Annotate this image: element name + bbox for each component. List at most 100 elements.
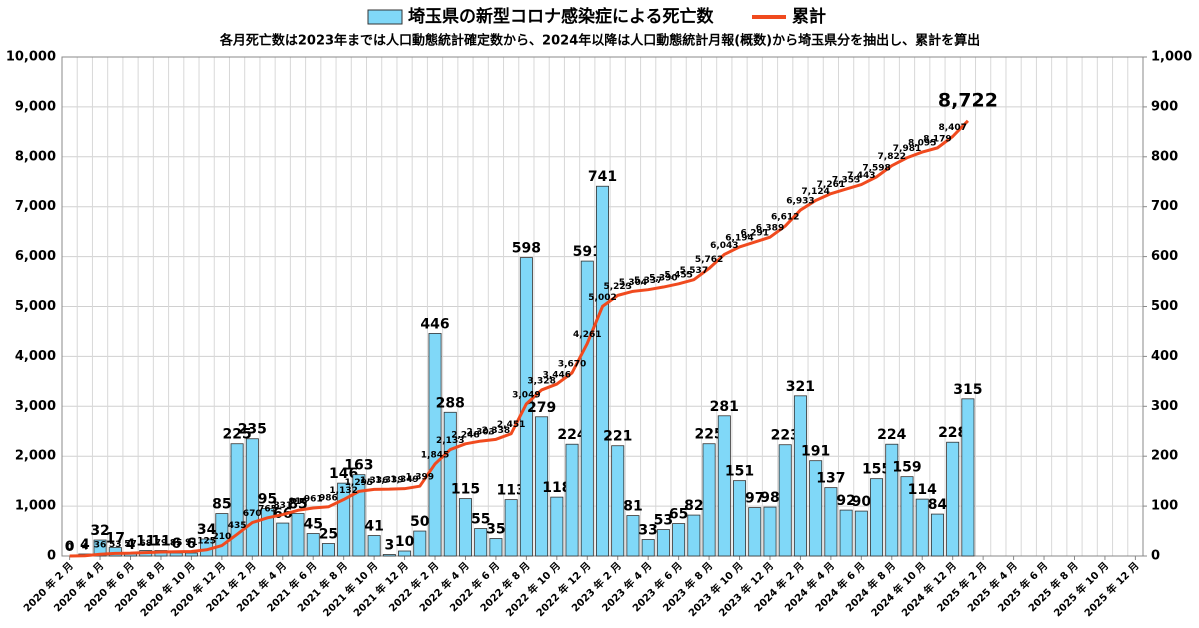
y-tick-label: 7,000 bbox=[15, 199, 56, 214]
y2-tick-label: 100 bbox=[1151, 499, 1178, 514]
bar bbox=[169, 552, 183, 557]
line-label: 2,338 bbox=[482, 426, 510, 436]
bar bbox=[687, 514, 701, 557]
y2-tick-label: 700 bbox=[1151, 199, 1178, 214]
bar bbox=[717, 415, 731, 557]
bar-label: 228 bbox=[938, 425, 967, 441]
bar-label: 97 bbox=[745, 491, 764, 507]
line-label: 8,407 bbox=[938, 123, 966, 133]
bar-label: 225 bbox=[694, 427, 723, 443]
y-tick-label: 3,000 bbox=[15, 399, 56, 414]
line-label: 1,132 bbox=[329, 486, 357, 496]
bar bbox=[428, 333, 442, 557]
line-label: 7,981 bbox=[893, 144, 921, 154]
y2-tick-label: 400 bbox=[1151, 349, 1178, 364]
y2-tick-label: 800 bbox=[1151, 149, 1178, 164]
bar bbox=[702, 443, 716, 557]
line-label: 5,304 bbox=[619, 278, 647, 288]
line-label: 986 bbox=[319, 493, 338, 503]
bar bbox=[565, 443, 579, 557]
line-label: 36 bbox=[94, 541, 107, 551]
bar bbox=[870, 478, 884, 557]
y2-tick-label: 0 bbox=[1151, 549, 1160, 564]
bar bbox=[611, 445, 625, 557]
line-label: 3,446 bbox=[543, 371, 571, 381]
bar-label: 53 bbox=[654, 513, 673, 529]
line-label: 6,389 bbox=[756, 224, 784, 234]
line-label: 1,339 bbox=[375, 476, 403, 486]
bar bbox=[550, 496, 564, 557]
bar-label: 11 bbox=[151, 534, 170, 550]
bar bbox=[596, 185, 609, 557]
bar-label: 191 bbox=[801, 444, 830, 460]
line-label: 53 bbox=[109, 540, 122, 550]
bar-label: 118 bbox=[542, 480, 571, 496]
bar bbox=[108, 547, 122, 557]
line-label: 3,670 bbox=[558, 359, 586, 369]
line-label: 5,223 bbox=[603, 282, 631, 292]
line-label: 7,261 bbox=[817, 180, 845, 190]
bar bbox=[184, 552, 198, 557]
bar-label: 50 bbox=[410, 514, 430, 530]
line-label: 210 bbox=[212, 532, 231, 542]
line-label: 6,043 bbox=[710, 241, 738, 251]
y-tick-label: 6,000 bbox=[15, 249, 56, 264]
y-tick-label: 4,000 bbox=[15, 349, 56, 364]
bar bbox=[458, 498, 472, 557]
y-tick-label: 9,000 bbox=[15, 99, 56, 114]
line-label: 435 bbox=[228, 521, 247, 531]
bar bbox=[961, 398, 975, 557]
bar-label: 92 bbox=[836, 493, 855, 509]
line-label: 2,133 bbox=[436, 436, 464, 446]
bar-label: 146 bbox=[329, 466, 358, 482]
bar bbox=[474, 528, 488, 557]
bar bbox=[93, 539, 107, 557]
bar bbox=[245, 438, 259, 557]
bar-label: 6 bbox=[171, 536, 181, 552]
line-label: 1,349 bbox=[390, 475, 418, 485]
bar-label: 279 bbox=[527, 400, 556, 416]
y-tick-label: 0 bbox=[47, 549, 56, 564]
bar-label: 35 bbox=[486, 522, 505, 538]
line-label: 8,095 bbox=[908, 139, 936, 149]
line-label: 1,845 bbox=[421, 450, 449, 460]
bar bbox=[535, 416, 549, 557]
cumulative-line bbox=[69, 119, 969, 558]
y2-tick-label: 300 bbox=[1151, 399, 1178, 414]
y2-tick-label: 1,000 bbox=[1151, 50, 1192, 65]
bar-label: 591 bbox=[573, 244, 602, 260]
line-label: 3,328 bbox=[527, 376, 555, 386]
bar-label: 113 bbox=[497, 483, 526, 499]
line-label: 2,248 bbox=[451, 430, 479, 440]
bar-label: 446 bbox=[420, 316, 449, 332]
line-label: 5,337 bbox=[634, 276, 662, 286]
bar bbox=[793, 395, 807, 557]
bar bbox=[839, 509, 853, 557]
y2-tick-label: 500 bbox=[1151, 299, 1178, 314]
line-label: 5,455 bbox=[664, 270, 692, 280]
line-label: 0 bbox=[66, 543, 72, 553]
bar bbox=[321, 543, 335, 557]
bar-label: 315 bbox=[953, 382, 982, 398]
bar bbox=[398, 550, 412, 557]
bar-label: 281 bbox=[710, 399, 739, 415]
bar-label: 321 bbox=[786, 379, 815, 395]
bar-label: 32 bbox=[90, 523, 109, 539]
bar bbox=[276, 522, 290, 557]
legend-label: 累計 bbox=[792, 6, 826, 27]
bar bbox=[382, 554, 396, 557]
bar bbox=[367, 535, 381, 557]
bar bbox=[930, 513, 944, 557]
line-label: 4,261 bbox=[573, 330, 601, 340]
bar-label: 163 bbox=[344, 458, 373, 474]
bar-label: 151 bbox=[725, 464, 754, 480]
bar-label: 10 bbox=[395, 534, 415, 550]
y-tick-label: 8,000 bbox=[15, 149, 56, 164]
bar-label: 0 bbox=[65, 539, 75, 555]
bar bbox=[656, 529, 670, 557]
bar-label: 17 bbox=[106, 531, 125, 547]
bar bbox=[946, 441, 960, 557]
line-label: 91 bbox=[185, 538, 198, 548]
bar bbox=[230, 443, 244, 557]
y2-tick-label: 600 bbox=[1151, 249, 1178, 264]
